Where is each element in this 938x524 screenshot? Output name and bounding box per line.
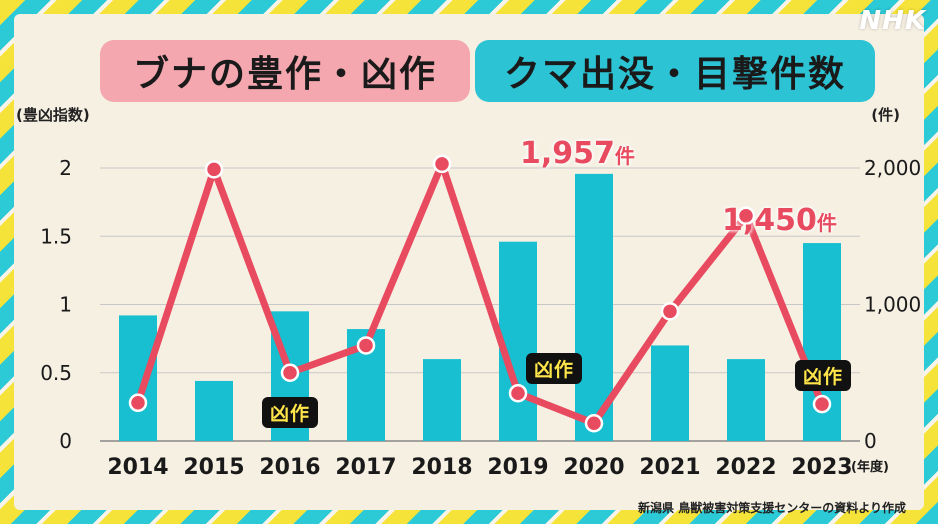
bar-2015 xyxy=(195,380,233,441)
harvest-point-2018 xyxy=(432,154,452,174)
nhk-logo: NHK xyxy=(859,6,926,36)
bar-2022 xyxy=(727,359,765,441)
callout-2020: 1,957件 xyxy=(520,136,635,171)
source-note: 新潟県 鳥獣被害対策支援センターの資料より作成 xyxy=(638,501,906,515)
harvest-point-2014 xyxy=(128,393,148,413)
bad-harvest-label-2016: 凶作 xyxy=(262,397,319,428)
bar-2020 xyxy=(575,173,613,441)
callout-2020-unit: 件 xyxy=(614,144,635,168)
x-tick-label: 2022 xyxy=(715,455,776,480)
title-bear-sightings: クマ出没・目撃件数 xyxy=(475,40,875,102)
harvest-point-2020 xyxy=(584,414,604,433)
x-tick-label: 2020 xyxy=(563,455,624,480)
bad-harvest-label-2023: 凶作 xyxy=(795,360,852,391)
bar-2018 xyxy=(423,359,461,441)
bar-2021 xyxy=(651,345,689,441)
left-tick-label: 1 xyxy=(59,293,72,317)
left-tick-label: 2 xyxy=(59,156,72,180)
callout-2020-value: 1,957 xyxy=(520,136,615,171)
harvest-point-2021 xyxy=(660,302,680,321)
x-axis-unit: (年度) xyxy=(851,459,889,475)
harvest-point-2017 xyxy=(356,336,376,355)
callout-2023: 1,450件 xyxy=(722,203,837,238)
harvest-point-2015 xyxy=(204,160,224,179)
left-tick-label: 0 xyxy=(59,429,72,453)
x-tick-label: 2023 xyxy=(791,455,852,480)
left-axis-unit: (豊凶指数) xyxy=(16,106,90,124)
right-axis-unit: (件) xyxy=(871,106,900,124)
harvest-point-2016 xyxy=(280,363,300,382)
x-tick-label: 2019 xyxy=(487,455,548,480)
bar-2014 xyxy=(119,315,157,441)
x-tick-label: 2018 xyxy=(411,455,472,480)
left-tick-label: 1.5 xyxy=(40,224,72,248)
right-tick-label: 1,000 xyxy=(864,293,921,317)
x-tick-label: 2016 xyxy=(259,455,320,480)
callout-2023-unit: 件 xyxy=(816,211,837,235)
right-tick-label: 0 xyxy=(864,429,877,453)
x-tick-label: 2015 xyxy=(183,455,244,480)
harvest-point-2022 xyxy=(736,206,756,226)
right-tick-label: 2,000 xyxy=(864,156,921,180)
harvest-point-2023 xyxy=(812,394,832,414)
harvest-point-2019 xyxy=(508,383,528,403)
harvest-index-line xyxy=(134,160,826,427)
title-beech-harvest: ブナの豊作・凶作 xyxy=(100,40,470,102)
x-tick-label: 2017 xyxy=(335,455,396,480)
bar-2019 xyxy=(499,241,537,441)
left-tick-label: 0.5 xyxy=(40,361,72,385)
x-tick-label: 2021 xyxy=(639,455,700,480)
callout-2023-value: 1,450 xyxy=(722,203,817,238)
x-tick-label: 2014 xyxy=(107,455,168,480)
bad-harvest-label-2019: 凶作 xyxy=(526,353,583,384)
